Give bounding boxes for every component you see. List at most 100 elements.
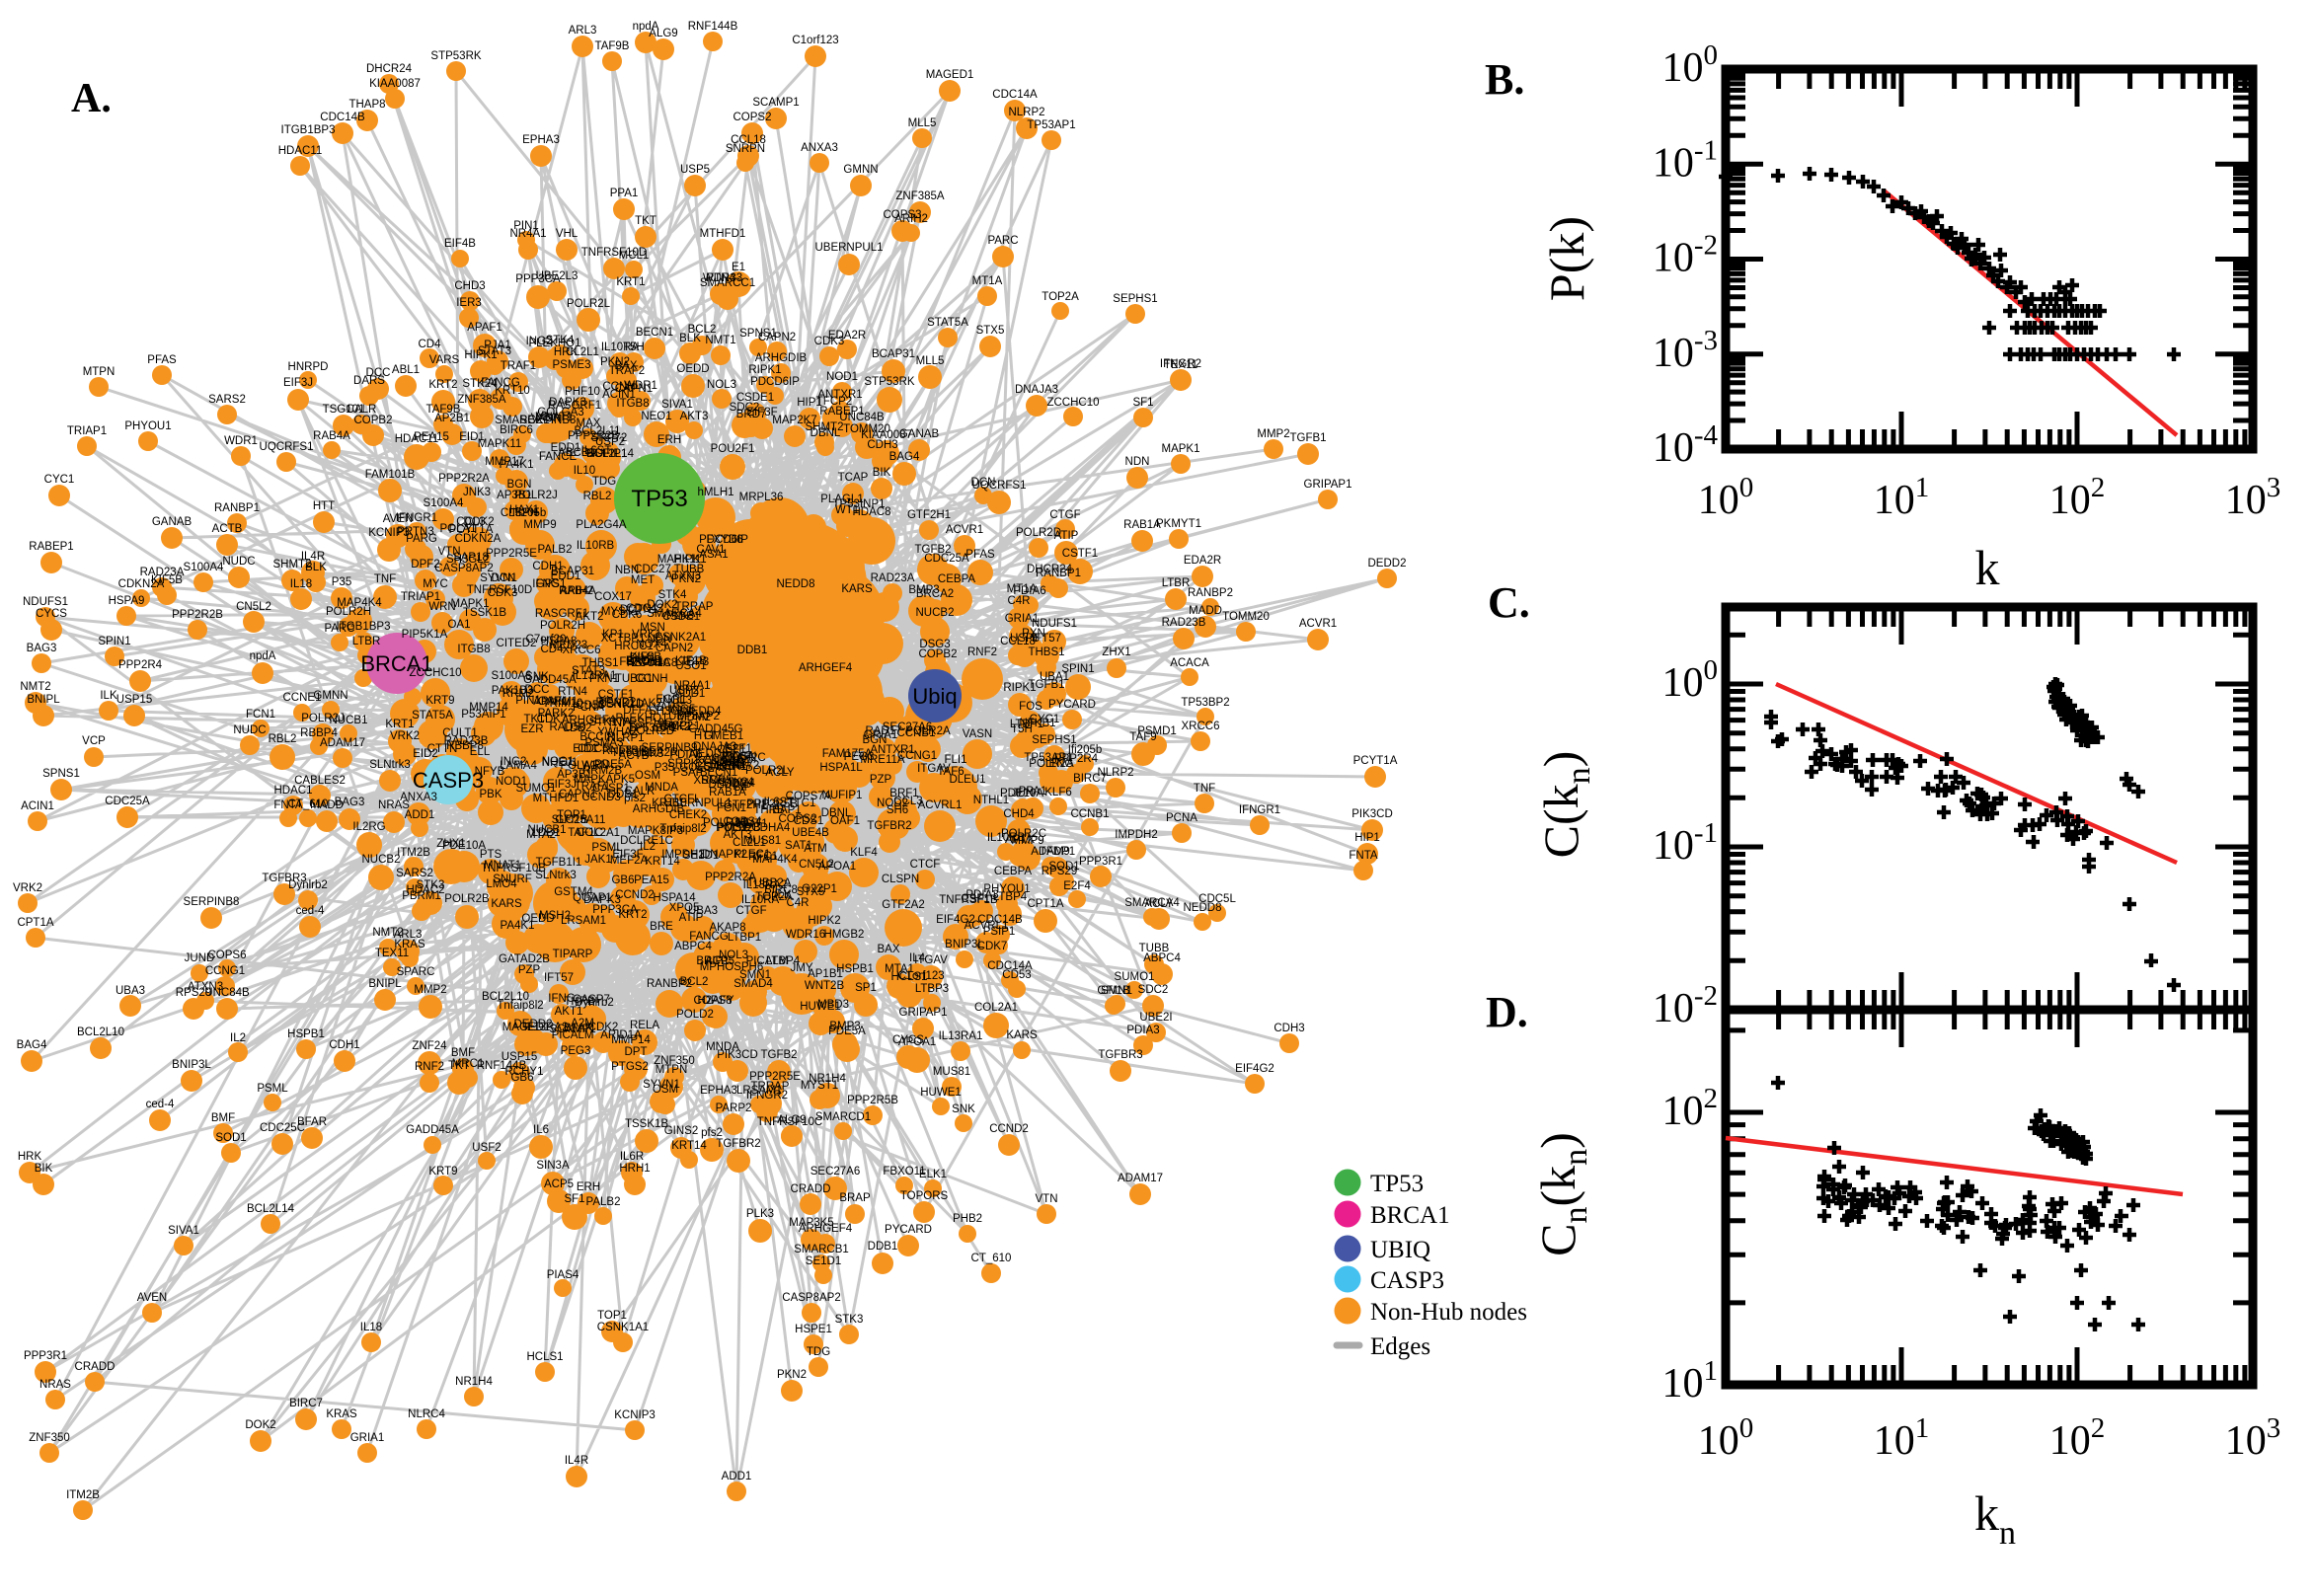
svg-text:k: k (1975, 540, 2000, 595)
svg-text:ACIN1: ACIN1 (602, 389, 636, 401)
svg-text:PLEKHO1: PLEKHO1 (615, 713, 667, 724)
svg-text:PIAS4: PIAS4 (722, 751, 754, 763)
svg-text:PPP2R2A: PPP2R2A (438, 473, 490, 485)
svg-text:ZHX1: ZHX1 (436, 838, 465, 850)
svg-text:PARK2: PARK2 (538, 708, 575, 720)
svg-text:CSNK1A1: CSNK1A1 (597, 1322, 649, 1333)
svg-text:NMT2: NMT2 (372, 927, 403, 939)
svg-text:HIPK1: HIPK1 (464, 349, 497, 361)
svg-text:EDD1: EDD1 (551, 570, 581, 582)
svg-text:RAD50: RAD50 (549, 722, 585, 733)
svg-text:KLF6: KLF6 (1044, 787, 1072, 798)
svg-text:PCDHA4: PCDHA4 (744, 822, 791, 834)
svg-text:DOK2: DOK2 (463, 516, 494, 528)
svg-text:HRH1: HRH1 (619, 1163, 650, 1175)
svg-text:SMARCE1: SMARCE1 (495, 415, 550, 426)
svg-text:TOPORS: TOPORS (900, 1190, 949, 1202)
svg-text:POLR2A: POLR2A (1029, 758, 1074, 770)
svg-text:STAT3: STAT3 (478, 345, 511, 357)
svg-text:EIF3J: EIF3J (283, 377, 313, 389)
svg-text:USP15: USP15 (116, 694, 152, 706)
svg-text:CDC14B: CDC14B (977, 914, 1023, 926)
svg-text:RAD17: RAD17 (865, 725, 901, 737)
svg-text:TOP2A: TOP2A (755, 891, 793, 903)
svg-text:ATIP: ATIP (679, 912, 704, 924)
svg-text:BCL2L14: BCL2L14 (247, 1203, 295, 1215)
svg-text:STK3: STK3 (417, 879, 445, 891)
svg-text:CDK2: CDK2 (660, 722, 691, 733)
svg-text:AVEN: AVEN (383, 513, 413, 525)
svg-text:VRK2: VRK2 (13, 882, 42, 894)
svg-text:Dynlrb2: Dynlrb2 (288, 879, 328, 891)
svg-text:CDC25A: CDC25A (105, 796, 150, 807)
svg-text:USP15: USP15 (502, 1051, 537, 1063)
svg-text:CASP3: CASP3 (1370, 1267, 1444, 1294)
svg-text:PHB2: PHB2 (953, 1213, 982, 1225)
svg-text:CT_610: CT_610 (288, 798, 329, 810)
svg-text:LTBP3: LTBP3 (675, 656, 709, 668)
svg-text:SYVN1: SYVN1 (480, 572, 517, 584)
svg-text:RAD23B: RAD23B (1162, 617, 1206, 629)
svg-text:VHL: VHL (731, 817, 753, 829)
svg-text:PDCD6IP: PDCD6IP (699, 534, 748, 546)
svg-text:NLRP2: NLRP2 (1008, 107, 1044, 118)
svg-text:LDB1: LDB1 (532, 827, 561, 839)
svg-text:MMP9: MMP9 (523, 519, 556, 531)
svg-text:KARS: KARS (1006, 1029, 1038, 1041)
svg-text:MAP4K4: MAP4K4 (337, 597, 382, 609)
svg-text:ANTXR1: ANTXR1 (817, 389, 862, 401)
svg-text:PDIA6: PDIA6 (669, 749, 702, 761)
svg-text:BMF: BMF (451, 1047, 475, 1059)
svg-text:IL10: IL10 (574, 465, 595, 477)
svg-text:SERPINB8: SERPINB8 (184, 896, 240, 908)
svg-text:HTT: HTT (694, 730, 716, 742)
svg-text:PLK3: PLK3 (746, 1208, 774, 1220)
svg-text:WT1: WT1 (835, 504, 859, 516)
svg-text:PAK1B3: PAK1B3 (492, 685, 534, 697)
svg-text:GRIPAP1: GRIPAP1 (899, 1007, 948, 1019)
svg-text:TEX11: TEX11 (1164, 359, 1197, 371)
svg-text:STK17A: STK17A (589, 717, 632, 728)
svg-text:UBA3: UBA3 (116, 985, 145, 997)
svg-text:USO1: USO1 (675, 660, 706, 672)
svg-text:CEBPA: CEBPA (938, 573, 975, 585)
svg-text:JUN: JUN (1012, 788, 1034, 799)
svg-text:HTT: HTT (313, 500, 335, 512)
svg-text:IL10RB: IL10RB (987, 832, 1026, 844)
svg-text:MTA1: MTA1 (885, 963, 914, 975)
svg-text:PZP: PZP (518, 964, 541, 976)
svg-text:NDUFS1: NDUFS1 (23, 596, 68, 608)
svg-text:PCYT1A: PCYT1A (449, 524, 494, 536)
svg-text:MMP9: MMP9 (1011, 835, 1043, 847)
svg-text:E2F4: E2F4 (1063, 880, 1091, 892)
svg-text:LTBP1: LTBP1 (1010, 719, 1043, 730)
svg-text:KIAA0087: KIAA0087 (861, 429, 912, 441)
svg-text:IL4R: IL4R (565, 1455, 588, 1467)
svg-text:CD53: CD53 (1002, 969, 1031, 981)
svg-text:EPPK1: EPPK1 (709, 759, 745, 771)
svg-text:DHCR24: DHCR24 (1027, 564, 1073, 575)
svg-text:CTCF: CTCF (910, 859, 941, 871)
svg-text:MTHFD1: MTHFD1 (533, 793, 579, 804)
svg-text:POLA1: POLA1 (439, 523, 476, 535)
svg-text:ITGB8: ITGB8 (457, 644, 490, 655)
svg-text:HIP1: HIP1 (797, 397, 822, 409)
svg-text:MNAT1: MNAT1 (535, 412, 573, 423)
svg-text:BCCIP: BCCIP (579, 731, 614, 743)
svg-text:RBL2: RBL2 (583, 491, 612, 502)
svg-text:C.: C. (1488, 578, 1530, 627)
svg-text:CDH3: CDH3 (867, 439, 897, 451)
svg-text:BAG3: BAG3 (27, 643, 57, 654)
svg-text:FLI1: FLI1 (944, 754, 966, 766)
svg-text:PLK3: PLK3 (666, 610, 694, 622)
svg-text:JUND: JUND (185, 952, 215, 964)
svg-text:EIF3F: EIF3F (612, 849, 643, 861)
svg-text:PPP2R5E: PPP2R5E (749, 1071, 801, 1083)
svg-text:PARC: PARC (987, 235, 1018, 247)
svg-text:RAB4A: RAB4A (559, 585, 596, 597)
svg-text:ARID1A: ARID1A (600, 1029, 642, 1041)
svg-text:HSPE1: HSPE1 (795, 1324, 832, 1335)
svg-text:TFDP1: TFDP1 (1040, 846, 1075, 858)
svg-text:LTBP3: LTBP3 (915, 983, 949, 995)
svg-text:SDC2: SDC2 (730, 402, 760, 414)
